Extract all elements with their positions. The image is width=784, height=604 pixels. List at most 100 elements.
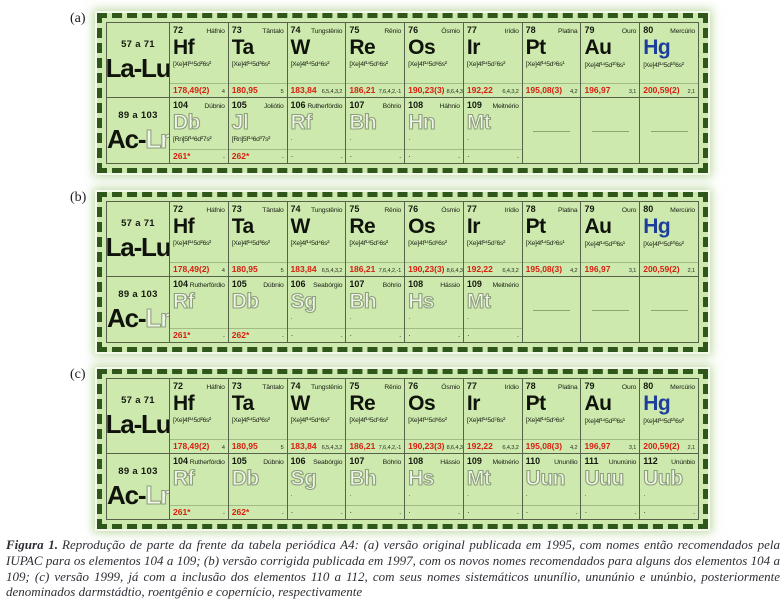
atomic-mass: 261* <box>173 506 191 517</box>
element-name: Rênio <box>384 384 402 391</box>
atomic-mass: 196,97 <box>584 441 611 452</box>
element-symbol: W <box>290 36 311 59</box>
panel-a-label: (a) <box>70 11 86 26</box>
element-name: Rutherfórdio <box>307 103 343 111</box>
panel-c-label: (c) <box>70 367 86 382</box>
element-cell-header: 79 Ouro <box>581 202 639 214</box>
empty-element-cell <box>521 277 581 342</box>
atomic-mass: 186,21 <box>349 85 376 96</box>
element-cell-108: 108 Hássio Hs · · - <box>404 454 463 519</box>
atomic-number: 74 <box>290 381 301 391</box>
element-cell-header: 104 Rutherfórdio <box>170 454 228 466</box>
series-label-cell-top: 57 a 71 La-Lu <box>107 23 169 97</box>
element-cell-80: 80 Mercúrio Hg [Xe]4f¹⁴5d¹⁰6s² 200,59(2) 2,1 <box>639 202 698 277</box>
element-cell-header: 110 Ununílio <box>523 454 581 466</box>
atomic-number: 78 <box>525 25 536 35</box>
element-symbol: Re <box>349 392 376 415</box>
element-cell-header: 77 Irídio <box>464 379 522 391</box>
mass-row: 196,97 3,1 <box>581 262 640 276</box>
atomic-mass: 196,97 <box>584 85 611 96</box>
series-symbol-part: Ac- <box>107 479 147 510</box>
element-cell-109: 109 Meitnério Mt · · - <box>462 277 522 342</box>
electron-configuration: [Xe]4f¹⁴5d⁷6s² <box>466 417 506 424</box>
element-cell-105: 105 Dúbnio Db 262* - <box>227 277 287 342</box>
mass-row: 180,95 5 <box>228 262 287 276</box>
atomic-number: 78 <box>525 381 536 391</box>
electron-configuration: · <box>290 315 293 323</box>
element-name: Meitnério <box>492 103 519 111</box>
element-cell-header: 107 Bóhrio <box>346 277 404 289</box>
element-name: Platina <box>558 28 578 35</box>
mass-row: 196,97 3,1 <box>581 439 640 453</box>
atomic-number: 77 <box>466 381 477 391</box>
placeholder-line <box>591 309 629 311</box>
mass-row: 183,84 6,5,4,3,2 <box>287 83 346 97</box>
empty-element-cell <box>639 277 698 342</box>
element-cell-75: 75 Rênio Re [Xe]4f¹⁴5d⁵6s² 186,21 7,6,4,2,-1 <box>345 379 405 454</box>
atomic-mass: 262* <box>231 329 250 340</box>
atomic-number: 106 <box>290 456 306 467</box>
electron-configuration: · <box>466 136 469 144</box>
oxidation-states: - <box>399 154 402 161</box>
series-symbol: Ac-Lr <box>107 125 169 152</box>
placeholder-line <box>533 309 571 311</box>
electron-configuration: · <box>466 315 469 323</box>
atomic-number: 104 <box>173 100 189 111</box>
element-name: Tântalo <box>262 207 284 214</box>
series-label-cell-bottom: 89 a 103 Ac-Lr <box>107 277 169 342</box>
element-name: Dúbnio <box>204 103 225 111</box>
element-cell-header: 107 Bóhrio <box>346 454 404 466</box>
element-cell-header: 104 Dúbnio <box>170 98 228 110</box>
mass-row: · - <box>346 148 405 163</box>
electron-configuration: · <box>408 492 411 500</box>
element-cell-74: 74 Tungstênio W [Xe]4f¹⁴5d⁴6s² 183,84 6,5,4,3… <box>286 379 346 454</box>
element-cell-73: 73 Tântalo Ta [Xe]4f¹⁴5d³6s² 180,95 5 <box>227 23 287 98</box>
oxidation-states: - <box>399 333 402 340</box>
electron-configuration: [Xe]4f¹⁴5d³6s² <box>231 61 270 68</box>
electron-configuration: [Xe]4f¹⁴5d⁵6s² <box>349 240 388 247</box>
electron-configuration: [Xe]4f¹⁴5d⁷6s² <box>466 61 506 68</box>
element-cell-header: 105 Joliótio <box>229 98 287 110</box>
atomic-mass: · <box>290 150 294 161</box>
oxidation-states: 5 <box>280 268 284 275</box>
element-cell-108: 108 Háhnio Hn · · - <box>404 98 463 163</box>
oxidation-states: 6,5,4,3,2 <box>321 268 343 275</box>
panel-b-label: (b) <box>70 190 87 205</box>
element-cell-106: 106 Rutherfórdio Rf · · - <box>286 98 346 163</box>
atomic-mass: 192,22 <box>466 85 493 96</box>
electron-configuration: [Xe]4f¹⁴5d⁹6s¹ <box>525 417 565 424</box>
element-name: Ouro <box>621 28 637 35</box>
placeholder-line <box>650 130 688 132</box>
atomic-mass: 200,59(2) <box>643 264 680 275</box>
atomic-number: 75 <box>349 381 360 391</box>
mass-row: 192,22 6,4,3,2 <box>463 262 522 276</box>
element-cell-104: 104 Dúbnio Db [Rn]5f¹⁴6d²7s² 261* - <box>169 98 228 163</box>
electron-configuration: [Xe]4f¹⁴5d²6s² <box>173 61 212 68</box>
period-6-row: 57 a 71 La-Lu 72 Háfnio Hf [Xe]4f¹⁴5d²6s² 178,… <box>107 379 698 454</box>
mass-row: 186,21 7,6,4,2,-1 <box>346 83 405 97</box>
element-name: Tântalo <box>262 28 284 35</box>
atomic-number: 109 <box>466 456 482 467</box>
element-symbol: Mt <box>466 111 491 135</box>
element-cell-header: 107 Bóhrio <box>346 98 404 110</box>
element-cell-header: 78 Platina <box>523 379 581 391</box>
electron-configuration: [Xe]4f¹⁴5d³6s² <box>231 417 270 424</box>
mass-row: 262* - <box>228 148 287 163</box>
period-7-row: 89 a 103 Ac-Lr 104 Dúbnio Db [Rn]5f¹⁴6d²7s² 26… <box>107 97 698 163</box>
electron-configuration: [Xe]4f¹⁴5d²6s² <box>173 240 212 247</box>
atomic-mass: 261* <box>173 329 191 340</box>
element-symbol: Bh <box>349 290 378 314</box>
placeholder-line <box>533 130 571 132</box>
element-symbol: Ir <box>466 392 481 415</box>
atomic-number: 109 <box>466 279 482 290</box>
figure-caption-number: Figura 1. <box>6 537 59 552</box>
empty-element-cell <box>580 277 639 342</box>
element-cell-105: 105 Joliótio Jl [Rn]5f¹⁴6d³7s² 262* - <box>227 98 287 163</box>
atomic-number: 109 <box>466 100 482 111</box>
element-name: Joliótio <box>263 103 284 111</box>
atomic-mass: · <box>584 506 588 517</box>
electron-configuration: · <box>643 492 646 500</box>
element-cell-header: 112 Unúnbio <box>640 454 698 466</box>
series-symbol-part: La-Lu <box>107 232 169 263</box>
mass-row: 200,59(2) 2,1 <box>640 439 698 453</box>
